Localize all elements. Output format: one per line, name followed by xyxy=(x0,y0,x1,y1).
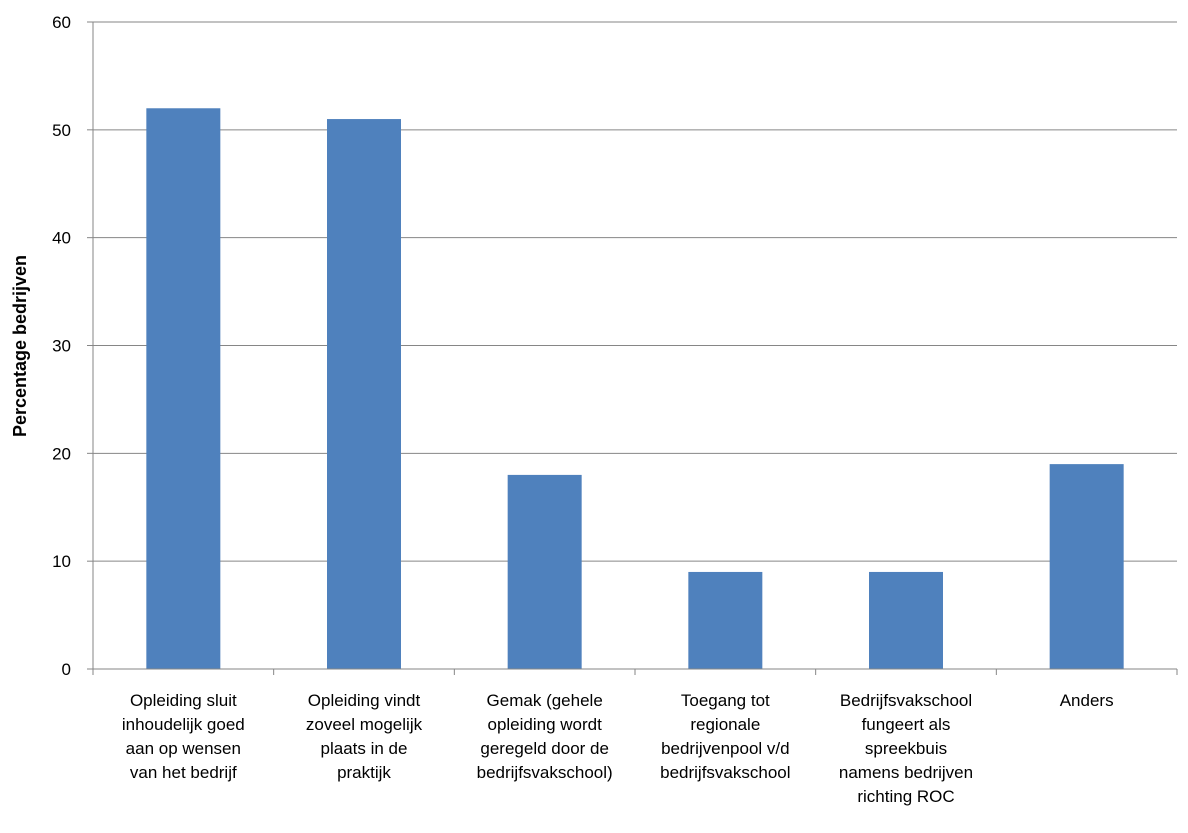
y-tick-label: 10 xyxy=(52,552,71,571)
y-axis-title: Percentage bedrijven xyxy=(10,255,30,437)
x-tick-label: Anders xyxy=(1060,691,1114,710)
y-tick-label: 30 xyxy=(52,337,71,356)
bar xyxy=(507,474,582,669)
y-tick-label: 50 xyxy=(52,121,71,140)
x-tick-label: Toegang tot regionale bedrijvenpool v/d bed… xyxy=(660,691,790,782)
bar xyxy=(327,119,401,670)
bars xyxy=(146,108,1124,670)
labels: 0 10 20 30 40 50 60 Opleiding sluit inhoudelijk … xyxy=(52,13,1114,806)
x-tick-label: Bedrijfsvakschool fungeert als spreekbuis n… xyxy=(839,691,973,806)
y-tick-label: 20 xyxy=(52,444,71,463)
bar xyxy=(869,571,943,669)
gridlines xyxy=(93,21,1177,562)
x-tick-label: Gemak (gehele opleiding wordt geregeld doo… xyxy=(477,691,613,782)
y-tick-label: 0 xyxy=(62,660,71,679)
bar xyxy=(146,108,221,670)
x-tick-label: Opleiding vindt zoveel mogelijk plaats in … xyxy=(306,691,423,782)
x-tick-label: Opleiding sluit inhoudelijk goed aan op we… xyxy=(122,691,245,782)
bar xyxy=(1049,464,1124,669)
axes xyxy=(87,21,1178,675)
bar xyxy=(688,571,763,669)
y-tick-label: 40 xyxy=(52,229,71,248)
y-tick-label: 60 xyxy=(52,13,71,32)
